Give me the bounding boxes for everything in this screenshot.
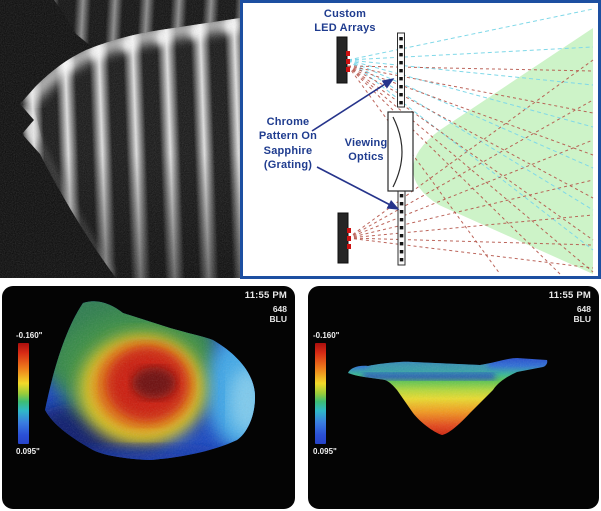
scale-min-label: 0.095"	[313, 447, 337, 456]
timestamp: 11:55 PM	[244, 290, 287, 301]
fringe-photo-art	[0, 0, 240, 278]
fringe-photo	[0, 0, 240, 278]
viewing-beam-wedge	[413, 28, 593, 274]
viewing-optics-element	[387, 111, 414, 192]
panel-meta: 11:55 PM 648 BLU	[245, 290, 287, 324]
channel-label: BLU	[269, 314, 287, 324]
panel-meta: 11:55 PM 648 BLU	[549, 290, 591, 324]
upper-grating	[397, 32, 405, 108]
colorbar	[315, 343, 326, 444]
surface-map-top-view	[45, 301, 255, 460]
colorbar	[18, 343, 29, 444]
cyan-rays-upper-led	[347, 8, 594, 251]
lower-led-array	[337, 212, 351, 264]
scale-max-label: -0.160"	[16, 331, 43, 340]
grating-callout-arrow-bottom	[316, 166, 400, 210]
grating-callout-arrow-top	[311, 78, 395, 132]
scale-min-label: 0.095"	[16, 447, 40, 456]
upper-led-array	[336, 36, 350, 84]
timestamp: 11:55 PM	[548, 290, 591, 301]
label-custom-led-arrays: Custom LED Arrays	[314, 8, 376, 35]
frame-counter: 648	[272, 304, 287, 314]
label-viewing-optics: Viewing Optics	[344, 137, 388, 164]
optical-diagram-art	[311, 8, 594, 275]
channel-label: BLU	[573, 314, 591, 324]
measurement-panel-section-view: 11:55 PM 648 BLU -0.160" 0.095"	[308, 286, 599, 509]
film-grain	[0, 0, 240, 278]
label-chrome-pattern-grating: Chrome Pattern On Sapphire (Grating)	[258, 116, 318, 171]
color-scale: -0.160" 0.095"	[16, 331, 72, 456]
frame-counter: 648	[576, 304, 591, 314]
optical-diagram: Custom LED Arrays Chrome Pattern On Sapp…	[240, 0, 601, 279]
measurement-panel-top-view: 11:55 PM 648 BLU -0.160" 0.095"	[2, 286, 295, 509]
scale-max-label: -0.160"	[313, 331, 340, 340]
lower-grating	[397, 189, 406, 266]
surface-map-section-view	[348, 358, 548, 435]
color-scale: -0.160" 0.095"	[313, 331, 369, 456]
